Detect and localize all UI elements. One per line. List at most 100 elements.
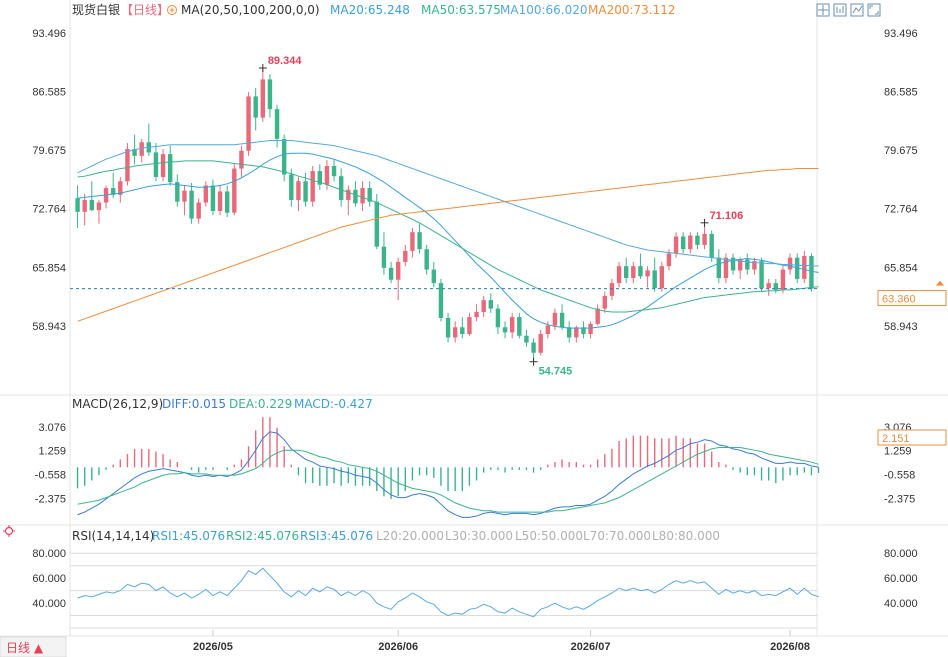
y-tick-left: 80.000 bbox=[32, 548, 66, 560]
l50-label: L50:50.000 bbox=[515, 529, 583, 543]
candle-body bbox=[417, 232, 422, 250]
diff-line bbox=[77, 431, 819, 518]
candle-body bbox=[809, 255, 814, 289]
candle-body bbox=[424, 249, 429, 270]
rsi1-label: RSI1:45.076 bbox=[152, 529, 225, 543]
candle-body bbox=[182, 190, 187, 202]
candle-body bbox=[652, 270, 657, 289]
candle-body bbox=[673, 236, 679, 254]
crosshair-icon[interactable] bbox=[816, 3, 830, 17]
y-tick-right: 79.675 bbox=[884, 145, 918, 157]
candle-body bbox=[403, 250, 408, 262]
candle-body bbox=[274, 109, 280, 139]
y-tick-right: 65.854 bbox=[884, 262, 918, 274]
candle-body bbox=[89, 199, 95, 211]
candle-body bbox=[246, 96, 251, 151]
candle-body bbox=[638, 266, 643, 277]
extreme-label: 89.344 bbox=[268, 55, 303, 67]
ma50-label: MA50:63.575 bbox=[421, 3, 501, 17]
candle-body bbox=[281, 138, 287, 175]
y-tick-left: 40.000 bbox=[32, 598, 66, 610]
candle-body bbox=[196, 202, 201, 219]
candle-body bbox=[495, 308, 501, 328]
fullscreen-icon[interactable] bbox=[867, 3, 881, 17]
y-tick-left: -0.558 bbox=[35, 470, 66, 482]
candle-body bbox=[773, 283, 779, 290]
candle-body bbox=[695, 235, 700, 245]
candle-body bbox=[588, 323, 593, 335]
candle-body bbox=[723, 257, 729, 279]
candle-body bbox=[395, 261, 401, 280]
candle-body bbox=[780, 269, 786, 290]
candle-body bbox=[324, 166, 330, 185]
y-tick-right: 80.000 bbox=[884, 548, 918, 560]
settings-icon[interactable] bbox=[3, 525, 15, 537]
rsi-title: RSI(14,14,14) bbox=[72, 529, 154, 543]
candle-body bbox=[317, 171, 323, 185]
x-tick-label: 2026/07 bbox=[571, 641, 611, 653]
extreme-label: 71.106 bbox=[710, 210, 744, 222]
candle-body bbox=[118, 181, 123, 195]
l20-label: L20:20.000 bbox=[376, 529, 444, 543]
candle-body bbox=[802, 255, 807, 279]
period-button-label: 日线 ▲ bbox=[6, 641, 44, 655]
indicator-icon[interactable] bbox=[850, 3, 864, 17]
y-tick-left: 1.259 bbox=[38, 446, 66, 458]
candle-body bbox=[296, 181, 301, 200]
compare-icon[interactable] bbox=[833, 3, 847, 17]
candle-body bbox=[488, 300, 494, 309]
candle-body bbox=[581, 327, 586, 335]
period-button[interactable]: 日线 ▲ bbox=[0, 636, 67, 657]
candle-body bbox=[167, 154, 173, 183]
y-tick-left: 79.675 bbox=[32, 145, 66, 157]
price-up-icon bbox=[936, 280, 944, 286]
candle-body bbox=[552, 312, 558, 326]
extreme-label: 54.745 bbox=[539, 366, 573, 378]
diff-label: DIFF:0.015 bbox=[162, 397, 226, 411]
macd-last-label: 2.151 bbox=[882, 433, 910, 445]
candle-body bbox=[737, 259, 743, 271]
candle-body bbox=[310, 171, 315, 202]
symbol-label: 现货白银 bbox=[72, 2, 120, 17]
add-icon[interactable] bbox=[167, 5, 177, 15]
candle-body bbox=[702, 233, 707, 245]
candle-body bbox=[709, 233, 714, 258]
candle-body bbox=[631, 266, 636, 279]
candle-body bbox=[595, 308, 600, 324]
candle-body bbox=[616, 266, 622, 284]
x-tick-label: 2026/06 bbox=[378, 641, 418, 653]
candle-body bbox=[360, 188, 365, 204]
candle-body bbox=[609, 283, 615, 296]
candle-body bbox=[474, 312, 479, 318]
candle-body bbox=[431, 269, 437, 284]
candle-body bbox=[217, 191, 223, 211]
y-tick-left: 93.496 bbox=[32, 28, 66, 40]
l70-label: L70:70.000 bbox=[583, 529, 651, 543]
y-tick-right: 40.000 bbox=[884, 598, 918, 610]
candle-body bbox=[153, 152, 159, 178]
dea-line bbox=[77, 447, 819, 513]
ma20-label: MA20:65.248 bbox=[330, 3, 410, 17]
candle-body bbox=[509, 317, 515, 333]
candle-body bbox=[602, 295, 608, 309]
toolbar bbox=[816, 3, 881, 17]
candle-body bbox=[338, 176, 344, 200]
rsi3-label: RSI3:45.076 bbox=[300, 529, 373, 543]
candle-body bbox=[132, 149, 137, 156]
ma-line-ma20 bbox=[77, 152, 819, 329]
dea-label: DEA:0.229 bbox=[229, 397, 292, 411]
candle-body bbox=[538, 334, 543, 353]
candle-body bbox=[303, 181, 308, 202]
candle-body bbox=[289, 174, 294, 200]
x-tick-label: 2026/05 bbox=[193, 641, 233, 653]
candle-body bbox=[110, 188, 116, 195]
ma-line-ma200 bbox=[77, 168, 819, 322]
candle-body bbox=[502, 327, 508, 333]
candle-body bbox=[374, 201, 380, 247]
candle-body bbox=[224, 191, 230, 213]
x-tick-label: 2026/08 bbox=[770, 641, 810, 653]
period-label: 【日线】 bbox=[121, 3, 169, 17]
candle-body bbox=[517, 317, 522, 336]
y-tick-left: -2.375 bbox=[35, 494, 66, 506]
